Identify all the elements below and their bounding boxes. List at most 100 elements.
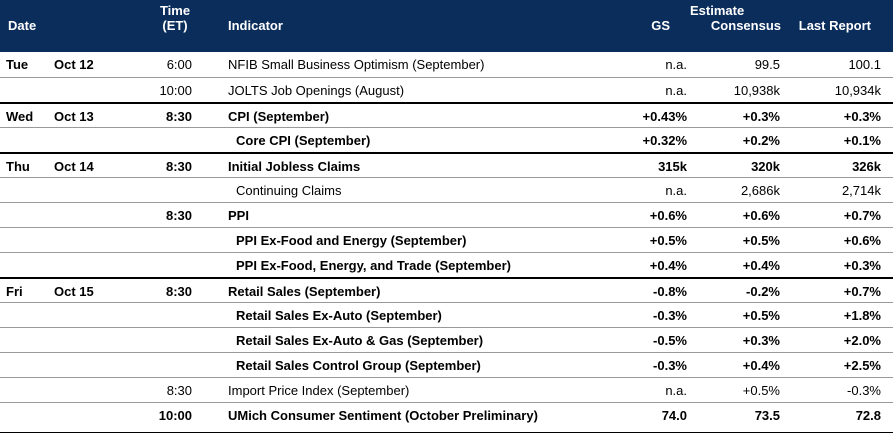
row-last: +0.3% [843,109,881,124]
row-time: 10:00 [158,408,192,423]
table-row: Fri Oct 15 8:30 Retail Sales (September) -0.… [0,277,893,302]
row-last: +0.3% [843,258,881,273]
row-time: 8:30 [166,383,192,398]
row-consensus: +0.4% [742,358,780,373]
row-consensus: 73.5 [754,408,780,423]
row-indicator: UMich Consumer Sentiment (October Prelim… [228,408,538,423]
table-row: Continuing Claims n.a. 2,686k 2,714k [0,177,893,202]
row-indicator: Continuing Claims [236,183,342,198]
row-consensus: 99.5 [754,57,780,72]
table-header: Date Time (ET) Indicator Estimate GS Con… [0,0,893,52]
header-estimate: Estimate [690,3,745,18]
row-last: +2.5% [843,358,881,373]
row-gs: -0.8% [653,284,687,299]
row-time: 10:00 [159,83,192,98]
row-date: Oct 13 [54,109,94,124]
row-consensus: +0.3% [742,109,780,124]
row-time: 8:30 [165,208,192,223]
row-consensus: +0.5% [742,383,780,398]
row-gs: -0.5% [653,333,687,348]
row-indicator: PPI [228,208,249,223]
row-indicator: Retail Sales Ex-Auto (September) [236,308,442,323]
table-row: Retail Sales Control Group (September) -0… [0,352,893,377]
table-row: Wed Oct 13 8:30 CPI (September) +0.43% +0.3% +… [0,102,893,127]
row-consensus: -0.2% [746,284,780,299]
row-last: +0.7% [843,284,881,299]
row-last: 10,934k [834,83,881,98]
row-date: Oct 12 [54,57,94,72]
header-last-report: Last Report [798,18,871,33]
row-indicator: Core CPI (September) [236,133,371,148]
row-consensus: 320k [751,159,780,174]
row-last: 2,714k [841,183,881,198]
row-gs: +0.5% [649,233,687,248]
header-time-line1: Time [159,3,191,18]
row-day: Thu [6,159,30,174]
row-indicator: CPI (September) [228,109,330,124]
table-body: Tue Oct 12 6:00 NFIB Small Business Optimis… [0,52,893,433]
row-date: Oct 15 [54,284,94,299]
row-gs: +0.4% [649,258,687,273]
row-day: Fri [6,284,23,299]
row-time: 8:30 [165,109,192,124]
row-last: 326k [852,159,881,174]
row-day: Tue [6,57,29,72]
row-indicator: Import Price Index (September) [228,383,410,398]
row-last: +2.0% [843,333,881,348]
table-row: Tue Oct 12 6:00 NFIB Small Business Optimis… [0,52,893,77]
table-row: Core CPI (September) +0.32% +0.2% +0.1% [0,127,893,152]
row-gs: -0.3% [653,308,687,323]
table-row: PPI Ex-Food, Energy, and Trade (Septembe… [0,252,893,277]
row-gs: 315k [658,159,687,174]
row-last: +0.1% [843,133,881,148]
row-day: Wed [6,109,34,124]
row-indicator: Retail Sales (September) [228,284,381,299]
row-last: 100.1 [848,57,881,72]
row-indicator: NFIB Small Business Optimism (September) [228,57,485,72]
row-time: 6:00 [166,57,192,72]
row-last: 72.8 [855,408,881,423]
row-gs: 74.0 [661,408,687,423]
row-last: +1.8% [843,308,881,323]
row-gs: +0.32% [642,133,687,148]
row-indicator: PPI Ex-Food and Energy (September) [236,233,467,248]
row-gs: n.a. [665,383,687,398]
row-indicator: Initial Jobless Claims [228,159,361,174]
row-gs: n.a. [665,57,687,72]
row-consensus: +0.2% [742,133,780,148]
header-time-line2: (ET) [162,18,188,33]
row-time: 8:30 [165,284,192,299]
header-date: Date [8,18,37,33]
table-row: 8:30 Import Price Index (September) n.a. +0… [0,377,893,402]
table-row: Retail Sales Ex-Auto (September) -0.3% +0.… [0,302,893,327]
table-row: Thu Oct 14 8:30 Initial Jobless Claims 315k 3… [0,152,893,177]
row-gs: +0.43% [642,109,687,124]
row-indicator: JOLTS Job Openings (August) [228,83,405,98]
row-gs: +0.6% [649,208,687,223]
row-indicator: Retail Sales Ex-Auto & Gas (September) [236,333,484,348]
row-gs: -0.3% [653,358,687,373]
table-row: PPI Ex-Food and Energy (September) +0.5% +… [0,227,893,252]
table-row: 8:30 PPI +0.6% +0.6% +0.7% [0,202,893,227]
row-gs: n.a. [665,183,687,198]
row-indicator: PPI Ex-Food, Energy, and Trade (Septembe… [236,258,511,273]
row-indicator: Retail Sales Control Group (September) [236,358,481,373]
table-row: 10:00 UMich Consumer Sentiment (October P… [0,402,893,427]
row-consensus: +0.3% [742,333,780,348]
row-consensus: +0.6% [742,208,780,223]
header-gs: GS [651,18,670,33]
row-gs: n.a. [665,83,687,98]
header-consensus: Consensus [710,18,781,33]
row-consensus: +0.5% [742,233,780,248]
header-indicator: Indicator [228,18,283,33]
row-date: Oct 14 [54,159,94,174]
row-last: +0.7% [843,208,881,223]
table-row: Retail Sales Ex-Auto & Gas (September) -0… [0,327,893,352]
row-consensus: 10,938k [733,83,780,98]
row-last: +0.6% [843,233,881,248]
row-time: 8:30 [165,159,192,174]
row-consensus: 2,686k [740,183,780,198]
table-row: 10:00 JOLTS Job Openings (August) n.a. 10,9… [0,77,893,102]
row-consensus: +0.5% [742,308,780,323]
row-last: -0.3% [847,383,881,398]
